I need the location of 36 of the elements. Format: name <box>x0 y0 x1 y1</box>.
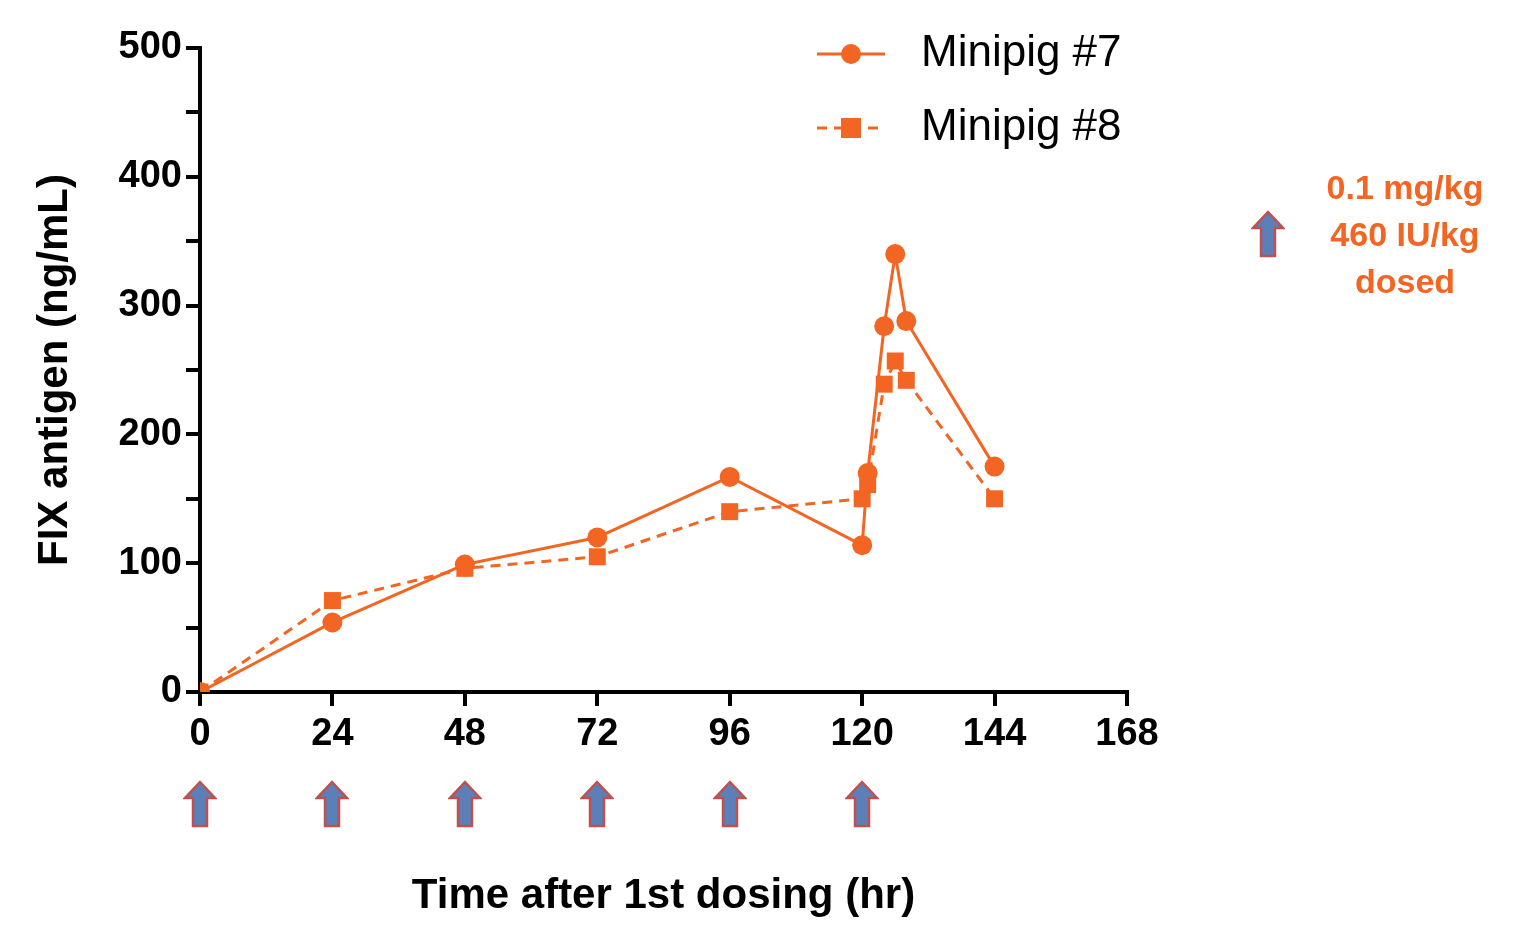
point <box>587 527 608 548</box>
x-axis-title: Time after 1st dosing (hr) <box>411 870 916 918</box>
point <box>885 244 906 265</box>
point <box>886 352 904 370</box>
x-tick-label: 120 <box>830 711 894 754</box>
x-tick-label: 24 <box>311 711 354 754</box>
y-tick-label: 300 <box>118 282 182 325</box>
y-tick-label: 400 <box>118 153 182 196</box>
point <box>986 490 1004 508</box>
point <box>984 456 1005 477</box>
y-axis-title: FIX antigen (ng/mL) <box>28 174 76 566</box>
y-tick-label: 500 <box>118 24 182 67</box>
x-tick-label: 72 <box>576 711 619 754</box>
x-tick-label: 96 <box>708 711 751 754</box>
point <box>897 371 915 389</box>
point <box>588 548 606 566</box>
point <box>875 375 893 393</box>
legend-label: Minipig #8 <box>921 100 1122 150</box>
x-tick-label: 48 <box>443 711 486 754</box>
x-tick-label: 0 <box>189 711 211 754</box>
y-tick-label: 100 <box>118 539 182 582</box>
legend-label: Minipig #7 <box>921 26 1122 76</box>
y-tick-label: 200 <box>118 410 182 453</box>
point <box>896 311 917 332</box>
point <box>874 316 895 337</box>
point <box>852 535 873 556</box>
point <box>456 559 474 577</box>
y-tick-label: 0 <box>160 668 182 711</box>
point <box>721 503 739 521</box>
x-tick-label: 168 <box>1095 711 1159 754</box>
x-tick-label: 144 <box>962 711 1027 754</box>
point <box>322 612 343 633</box>
point <box>323 592 341 610</box>
point <box>859 476 877 494</box>
point <box>719 466 740 487</box>
text: 0.1 mg/kg 460 IU/kg dosed <box>1325 167 1485 302</box>
